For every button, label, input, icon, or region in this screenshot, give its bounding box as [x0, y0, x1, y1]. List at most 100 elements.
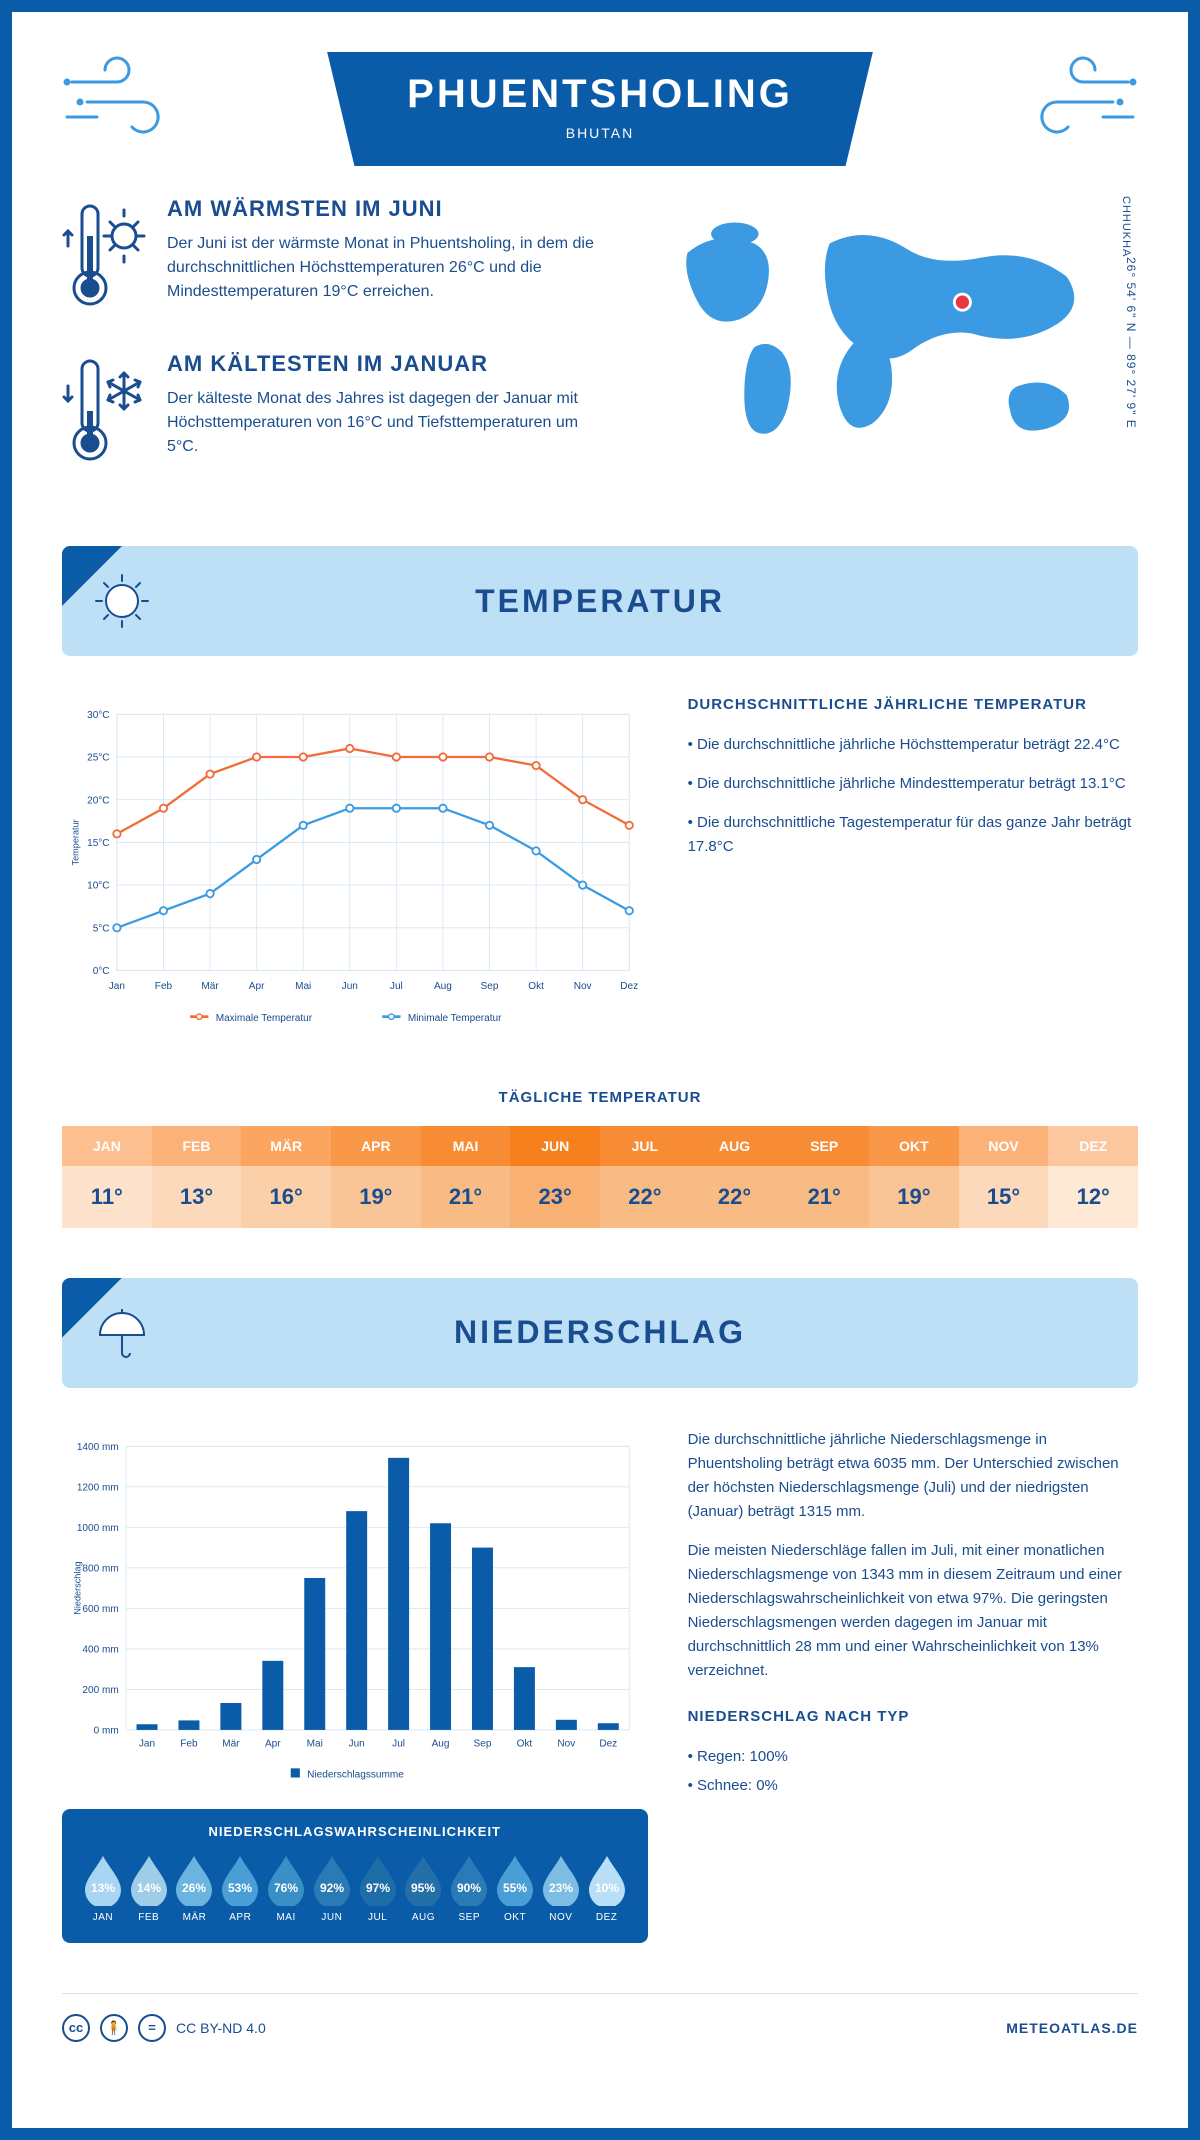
svg-text:Jul: Jul [392, 1738, 405, 1749]
svg-text:Mär: Mär [222, 1738, 240, 1749]
title-banner: PHUENTSHOLING BHUTAN [327, 52, 873, 166]
daily-temp-cell: AUG22° [690, 1126, 780, 1228]
infographic-frame: PHUENTSHOLING BHUTAN [0, 0, 1200, 2140]
svg-text:Nov: Nov [557, 1738, 575, 1749]
footer: cc 🧍 = CC BY-ND 4.0 METEOATLAS.DE [62, 1993, 1138, 2042]
precip-prob-drop: 95%AUG [403, 1854, 445, 1923]
svg-text:800 mm: 800 mm [82, 1563, 118, 1574]
header: PHUENTSHOLING BHUTAN [62, 52, 1138, 166]
precip-prob-drop: 23%NOV [540, 1854, 582, 1923]
temp-summary-heading: DURCHSCHNITTLICHE JÄHRLICHE TEMPERATUR [688, 696, 1138, 713]
svg-text:Feb: Feb [180, 1738, 198, 1749]
svg-text:Niederschlagssumme: Niederschlagssumme [307, 1769, 404, 1780]
svg-text:Nov: Nov [574, 981, 592, 992]
daily-temp-cell: DEZ12° [1048, 1126, 1138, 1228]
svg-text:53%: 53% [228, 1881, 252, 1895]
intro-row: AM WÄRMSTEN IM JUNI Der Juni ist der wär… [62, 196, 1138, 506]
warmest-block: AM WÄRMSTEN IM JUNI Der Juni ist der wär… [62, 196, 610, 321]
svg-text:Jan: Jan [139, 1738, 155, 1749]
thermometer-hot-icon [62, 196, 152, 321]
svg-text:Mai: Mai [295, 981, 311, 992]
svg-text:Minimale Temperatur: Minimale Temperatur [408, 1013, 502, 1024]
svg-text:13%: 13% [91, 1881, 115, 1895]
svg-text:95%: 95% [411, 1881, 435, 1895]
svg-text:Jun: Jun [342, 981, 358, 992]
daily-temp-cell: MAI21° [421, 1126, 511, 1228]
temperature-summary: DURCHSCHNITTLICHE JÄHRLICHE TEMPERATUR •… [688, 696, 1138, 1049]
svg-text:Okt: Okt [517, 1738, 533, 1749]
precip-prob-drop: 14%FEB [128, 1854, 170, 1923]
world-map [640, 196, 1114, 506]
daily-temp-cell: NOV15° [959, 1126, 1049, 1228]
svg-text:Sep: Sep [481, 981, 499, 992]
daily-temp-cell: OKT19° [869, 1126, 959, 1228]
warmest-title: AM WÄRMSTEN IM JUNI [167, 196, 610, 222]
section-title-temperature: TEMPERATUR [172, 583, 1028, 620]
site-name: METEOATLAS.DE [1006, 2020, 1138, 2036]
svg-text:Aug: Aug [432, 1738, 450, 1749]
svg-text:Jul: Jul [390, 981, 403, 992]
sun-icon [92, 571, 152, 631]
region-label: CHHUKHA [1120, 196, 1132, 257]
svg-text:90%: 90% [457, 1881, 481, 1895]
precipitation-probability-panel: NIEDERSCHLAGSWAHRSCHEINLICHKEIT 13%JAN14… [62, 1809, 648, 1943]
svg-text:Feb: Feb [155, 981, 173, 992]
precipitation-bar-chart: 0 mm200 mm400 mm600 mm800 mm1000 mm1200 … [62, 1428, 648, 1799]
section-title-precipitation: NIEDERSCHLAG [172, 1314, 1028, 1351]
svg-text:25°C: 25°C [87, 753, 109, 764]
svg-text:0 mm: 0 mm [94, 1725, 119, 1736]
svg-text:1000 mm: 1000 mm [77, 1523, 119, 1534]
daily-temp-cell: JUL22° [600, 1126, 690, 1228]
svg-text:30°C: 30°C [87, 710, 109, 721]
svg-text:Apr: Apr [265, 1738, 281, 1749]
svg-text:26%: 26% [182, 1881, 206, 1895]
cc-icon: cc [62, 2014, 90, 2042]
svg-text:10%: 10% [595, 1881, 619, 1895]
daily-temp-cell: FEB13° [152, 1126, 242, 1228]
svg-text:Okt: Okt [528, 981, 544, 992]
precip-prob-drop: 26%MÄR [174, 1854, 216, 1923]
svg-text:1200 mm: 1200 mm [77, 1482, 119, 1493]
svg-text:Jan: Jan [109, 981, 125, 992]
svg-text:15°C: 15°C [87, 838, 109, 849]
svg-text:Apr: Apr [249, 981, 265, 992]
svg-text:Maximale Temperatur: Maximale Temperatur [216, 1013, 313, 1024]
daily-temp-cell: APR19° [331, 1126, 421, 1228]
daily-temp-cell: JAN11° [62, 1126, 152, 1228]
svg-text:200 mm: 200 mm [82, 1685, 118, 1696]
wind-icon-left [62, 52, 182, 142]
svg-text:Aug: Aug [434, 981, 452, 992]
country-subtitle: BHUTAN [407, 125, 793, 141]
license-text: CC BY-ND 4.0 [176, 2020, 266, 2036]
coldest-block: AM KÄLTESTEN IM JANUAR Der kälteste Mona… [62, 351, 610, 476]
precip-prob-drop: 76%MAI [265, 1854, 307, 1923]
svg-text:14%: 14% [137, 1881, 161, 1895]
precip-prob-drop: 13%JAN [82, 1854, 124, 1923]
svg-text:23%: 23% [549, 1881, 573, 1895]
svg-text:Jun: Jun [349, 1738, 365, 1749]
coordinates: 26° 54' 6" N — 89° 27' 9" E [1114, 257, 1138, 429]
thermometer-cold-icon [62, 351, 152, 476]
daily-temp-table: JAN11°FEB13°MÄR16°APR19°MAI21°JUN23°JUL2… [62, 1126, 1138, 1228]
section-header-temperature: TEMPERATUR [62, 546, 1138, 656]
daily-temp-cell: JUN23° [510, 1126, 600, 1228]
svg-text:1400 mm: 1400 mm [77, 1442, 119, 1453]
svg-text:76%: 76% [274, 1881, 298, 1895]
temperature-line-chart: 0°C5°C10°C15°C20°C25°C30°CJanFebMärAprMa… [62, 696, 648, 1049]
precip-prob-drop: 10%DEZ [586, 1854, 628, 1923]
precip-prob-drop: 92%JUN [311, 1854, 353, 1923]
svg-text:10°C: 10°C [87, 881, 109, 892]
precip-prob-drop: 55%OKT [494, 1854, 536, 1923]
svg-text:55%: 55% [503, 1881, 527, 1895]
svg-text:Dez: Dez [599, 1738, 617, 1749]
umbrella-icon [92, 1303, 152, 1363]
precip-prob-drop: 97%JUL [357, 1854, 399, 1923]
wind-icon-right [1018, 52, 1138, 142]
svg-text:Dez: Dez [620, 981, 638, 992]
svg-text:Temperatur: Temperatur [70, 819, 80, 865]
daily-temp-title: TÄGLICHE TEMPERATUR [62, 1089, 1138, 1106]
warmest-text: Der Juni ist der wärmste Monat in Phuent… [167, 232, 610, 304]
precip-prob-title: NIEDERSCHLAGSWAHRSCHEINLICHKEIT [82, 1824, 628, 1839]
svg-text:400 mm: 400 mm [82, 1644, 118, 1655]
svg-text:Mai: Mai [307, 1738, 323, 1749]
